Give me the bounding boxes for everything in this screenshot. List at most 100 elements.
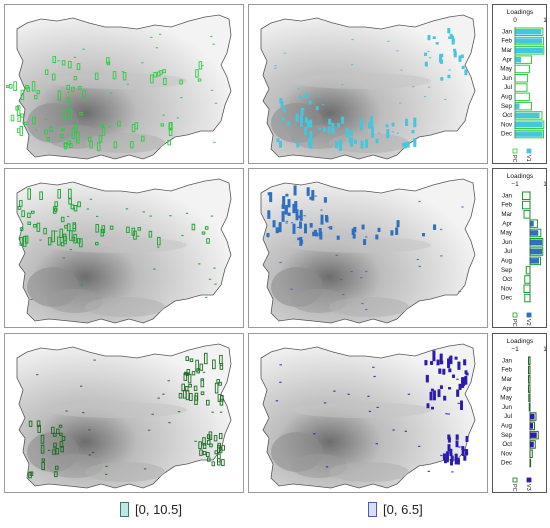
loadings-month-label: Apr — [502, 56, 512, 63]
loadings-bar-v1 — [515, 131, 543, 137]
loadings-legend-swatch — [512, 477, 518, 483]
loadings-panel-3: Loadings −1 1 Jan Feb Mar Apr May Jun Jul Aug Sep Oc… — [492, 333, 547, 493]
station-bar — [375, 138, 379, 144]
station-bar — [193, 385, 198, 391]
station-bar — [208, 278, 212, 280]
station-bar — [365, 270, 368, 273]
loadings-bar-pc2 — [525, 265, 531, 275]
station-bar — [62, 257, 65, 259]
station-bar — [427, 50, 430, 53]
loadings-month-label: Apr — [502, 220, 512, 227]
loadings-month-label: Mar — [501, 211, 512, 218]
loadings-month-label: Jun — [502, 239, 513, 246]
station-bar — [376, 406, 379, 408]
legend-swatch-range-2 — [368, 502, 377, 517]
loadings-month-label: Dec — [501, 460, 512, 467]
station-bar — [112, 71, 117, 80]
station-bar — [325, 466, 329, 468]
station-bar — [17, 205, 22, 210]
station-bar — [283, 52, 287, 54]
station-bar — [53, 445, 56, 448]
loadings-month-label: Nov — [501, 450, 513, 457]
station-bar — [205, 296, 208, 299]
station-bar — [218, 433, 223, 440]
station-bar — [72, 208, 75, 210]
station-bar — [199, 363, 204, 371]
station-bar — [68, 108, 72, 119]
loadings-month-label: May — [500, 395, 513, 402]
station-bar — [287, 212, 291, 216]
station-bar — [285, 222, 288, 224]
station-bar — [197, 78, 202, 82]
station-bar — [451, 38, 455, 45]
station-bar — [63, 143, 68, 147]
map-panel-v2 — [248, 168, 488, 328]
map-v3 — [260, 343, 476, 489]
station-bar — [359, 118, 363, 130]
station-bar — [447, 28, 451, 34]
station-bar — [108, 126, 111, 128]
station-bar — [429, 391, 433, 401]
station-bar — [297, 237, 301, 241]
station-bar — [36, 222, 41, 232]
station-bar — [33, 223, 37, 228]
station-bar — [313, 433, 316, 435]
station-bar — [463, 455, 467, 461]
station-bar — [105, 473, 108, 475]
station-bar — [68, 60, 72, 69]
station-bar — [47, 237, 52, 246]
station-bar — [198, 263, 201, 265]
station-bar — [189, 393, 193, 401]
station-bar — [52, 56, 57, 64]
station-bar — [298, 95, 302, 99]
loadings-legend-label: V3 — [525, 484, 531, 491]
station-bar — [318, 95, 321, 97]
station-bar — [464, 69, 468, 75]
station-bar — [274, 65, 277, 67]
station-bar — [448, 368, 452, 373]
station-bar — [295, 113, 299, 122]
relief-shade — [47, 237, 187, 253]
loadings-bar-v1 — [515, 112, 540, 119]
station-bar — [443, 395, 447, 401]
station-bar — [89, 198, 93, 200]
station-bar — [54, 471, 58, 478]
relief-shade — [291, 73, 431, 89]
loadings-month-label: Sep — [501, 267, 513, 274]
station-bar — [432, 350, 436, 362]
station-bar — [202, 437, 206, 446]
loadings-month-label: Aug — [501, 258, 513, 265]
station-bar — [36, 374, 39, 376]
station-bar — [327, 226, 331, 228]
loadings-month-label: Mar — [501, 376, 512, 383]
station-bar — [439, 59, 443, 64]
relief-shade — [329, 462, 409, 482]
station-bar — [281, 117, 285, 121]
station-bar — [78, 85, 82, 90]
loadings-month-label: Jan — [502, 192, 513, 199]
station-bar — [6, 84, 10, 88]
station-bar — [13, 81, 17, 91]
station-bar — [438, 368, 442, 374]
station-bar — [440, 255, 443, 257]
station-bar — [51, 73, 56, 81]
loadings-legend-label: PC1 — [511, 155, 517, 164]
station-bar — [82, 412, 85, 414]
station-bar — [266, 232, 270, 238]
station-bar — [211, 411, 214, 413]
station-bar — [122, 72, 127, 81]
station-bar — [56, 428, 60, 434]
station-bar — [36, 420, 41, 427]
station-bar — [162, 69, 166, 74]
station-bar — [436, 359, 440, 366]
station-bar — [402, 142, 406, 147]
station-bar — [196, 368, 201, 374]
station-bar — [427, 35, 431, 41]
station-bar — [71, 236, 76, 242]
station-bar — [405, 118, 409, 127]
loadings-bar-pc2 — [524, 275, 531, 284]
relief-shade — [85, 297, 165, 317]
loadings-bar-v3 — [530, 432, 537, 438]
station-bar — [459, 400, 463, 410]
station-bar — [57, 60, 60, 62]
